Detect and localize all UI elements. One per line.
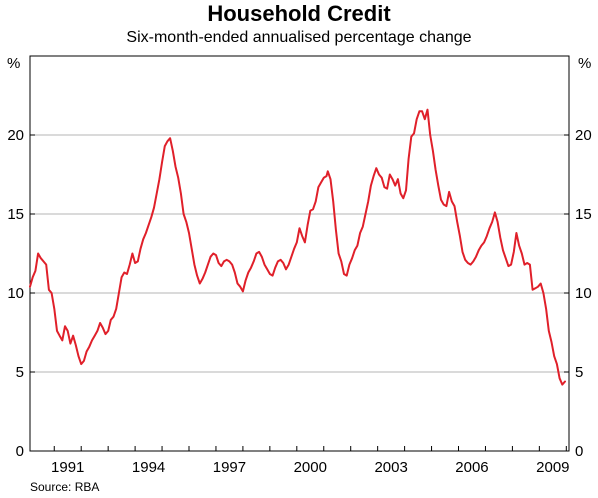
y-tick-label-left: 20 — [7, 127, 24, 144]
x-tick-label-2009: 2009 — [536, 459, 569, 476]
x-tick-label-1997: 1997 — [213, 459, 246, 476]
y-tick-label-left: 5 — [16, 364, 24, 381]
x-tick-label-1994: 1994 — [132, 459, 165, 476]
x-tick-label-2000: 2000 — [294, 459, 327, 476]
y-tick-label-left: 10 — [7, 285, 24, 302]
y-tick-label-left: 0 — [16, 443, 24, 460]
y-tick-label-right: 5 — [575, 364, 583, 381]
series-line-household-credit — [29, 108, 566, 386]
chart-subtitle: Six-month-ended annualised percentage ch… — [126, 29, 472, 46]
plot-frame — [29, 55, 570, 452]
x-axis: 1991 1994 1997 2000 2003 2006 2009 — [51, 446, 570, 476]
y-tick-label-right: 10 — [575, 285, 592, 302]
x-tick-label-1991: 1991 — [51, 459, 84, 476]
y-tick-label-left: 15 — [7, 206, 24, 223]
gridlines — [30, 134, 569, 373]
y-axis: 0 0 5 5 10 10 15 15 20 20 — [7, 127, 591, 460]
x-tick-label-2006: 2006 — [455, 459, 488, 476]
x-tick-label-2003: 2003 — [374, 459, 407, 476]
y-tick-label-right: 15 — [575, 206, 592, 223]
y-tick-label-right: 0 — [575, 443, 583, 460]
plot-border — [29, 55, 570, 452]
y-tick-label-right: 20 — [575, 127, 592, 144]
series-group — [29, 108, 566, 386]
source-note: Source: RBA — [30, 480, 100, 494]
y-unit-right: % — [578, 55, 592, 72]
chart-title: Household Credit — [207, 1, 391, 26]
y-unit-left: % — [7, 55, 21, 72]
